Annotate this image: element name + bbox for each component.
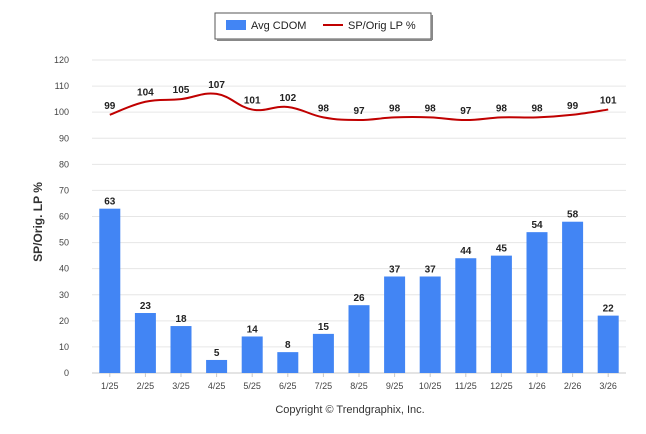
bar — [241, 336, 263, 373]
bar — [170, 326, 192, 373]
y-tick-label: 60 — [59, 212, 69, 222]
bar — [562, 221, 584, 373]
y-tick-label: 30 — [59, 290, 69, 300]
line-value-label: 101 — [244, 96, 261, 107]
y-tick-label: 40 — [59, 264, 69, 274]
y-tick-label: 20 — [59, 316, 69, 326]
legend-label-bar: Avg CDOM — [251, 20, 306, 32]
bar — [99, 208, 121, 373]
line-value-label: 102 — [279, 93, 296, 104]
x-tick-label: 1/25 — [101, 381, 119, 391]
line-value-label: 98 — [425, 103, 437, 114]
line-value-label: 98 — [531, 103, 543, 114]
bar — [455, 258, 477, 373]
bar-value-label: 37 — [425, 264, 437, 275]
bar-value-label: 58 — [567, 210, 579, 221]
x-tick-label: 4/25 — [208, 381, 226, 391]
x-tick-label: 3/25 — [172, 381, 190, 391]
legend: Avg CDOM SP/Orig LP % — [214, 12, 433, 41]
bar — [526, 232, 548, 373]
line-series: 99 104 105 107 101 102 98 97 98 98 97 98 98 99 101 — [104, 80, 617, 121]
line-value-label: 98 — [496, 103, 508, 114]
line-value-label: 97 — [460, 106, 472, 117]
y-tick-label: 120 — [54, 55, 69, 65]
x-tick-label: 5/25 — [243, 381, 261, 391]
y-tick-label: 90 — [59, 133, 69, 143]
bars: 63 23 18 5 14 8 15 26 37 37 44 45 54 58 22 — [99, 197, 619, 373]
x-tick-label: 12/25 — [490, 381, 513, 391]
x-tick-label: 3/26 — [599, 381, 617, 391]
x-tick-label: 8/25 — [350, 381, 368, 391]
line-value-label: 98 — [389, 103, 401, 114]
bar — [312, 333, 334, 373]
bar — [134, 313, 156, 373]
bar-value-label: 22 — [603, 304, 615, 315]
bar-value-label: 45 — [496, 244, 508, 255]
line-value-label: 101 — [600, 96, 617, 107]
y-axis-ticks: 0 10 20 30 40 50 60 70 80 90 100 110 120 — [54, 55, 69, 378]
x-tick-label: 2/25 — [137, 381, 155, 391]
x-tick-label: 6/25 — [279, 381, 297, 391]
y-tick-label: 50 — [59, 238, 69, 248]
x-tick-label: 10/25 — [419, 381, 442, 391]
bar-value-label: 63 — [104, 197, 116, 208]
x-tick-label: 11/25 — [455, 381, 477, 391]
bar-value-label: 18 — [175, 314, 187, 325]
line-value-label: 97 — [353, 106, 365, 117]
y-tick-label: 110 — [55, 81, 69, 91]
line-value-label: 98 — [318, 103, 330, 114]
bar — [277, 352, 299, 373]
line-series-path — [109, 92, 609, 121]
legend-label-line: SP/Orig LP % — [348, 20, 416, 32]
bar-value-label: 23 — [140, 301, 152, 312]
bar — [348, 305, 370, 373]
bar-value-label: 15 — [318, 322, 330, 333]
y-tick-label: 70 — [59, 185, 69, 195]
line-value-label: 104 — [137, 88, 154, 99]
y-axis-label: SP/Orig. LP % — [31, 182, 45, 262]
x-axis-ticks: 1/25 2/25 3/25 4/25 5/25 6/25 7/25 8/25 9/25 10/2… — [101, 373, 617, 391]
x-tick-label: 1/26 — [528, 381, 546, 391]
y-tick-label: 10 — [59, 342, 69, 352]
x-tick-label: 9/25 — [386, 381, 404, 391]
bar — [597, 315, 619, 373]
x-tick-label: 7/25 — [315, 381, 333, 391]
line-value-label: 99 — [104, 101, 116, 112]
y-tick-label: 100 — [54, 107, 69, 117]
legend-swatch-bar — [226, 20, 246, 30]
bar — [419, 276, 441, 373]
y-tick-label: 0 — [64, 368, 69, 378]
line-value-label: 107 — [208, 80, 225, 91]
line-value-label: 105 — [173, 85, 190, 96]
bar-value-label: 5 — [214, 348, 220, 359]
bar — [384, 276, 406, 373]
copyright: Copyright © Trendgraphix, Inc. — [275, 404, 424, 416]
x-tick-label: 2/26 — [564, 381, 582, 391]
bar-value-label: 44 — [460, 246, 472, 257]
bar — [490, 255, 512, 373]
bar — [206, 359, 228, 373]
line-value-label: 99 — [567, 101, 579, 112]
bar-value-label: 26 — [353, 293, 365, 304]
bar-value-label: 54 — [531, 220, 543, 231]
y-tick-label: 80 — [59, 159, 69, 169]
bar-value-label: 8 — [285, 340, 291, 351]
bar-value-label: 14 — [247, 324, 259, 335]
bar-value-label: 37 — [389, 264, 401, 275]
